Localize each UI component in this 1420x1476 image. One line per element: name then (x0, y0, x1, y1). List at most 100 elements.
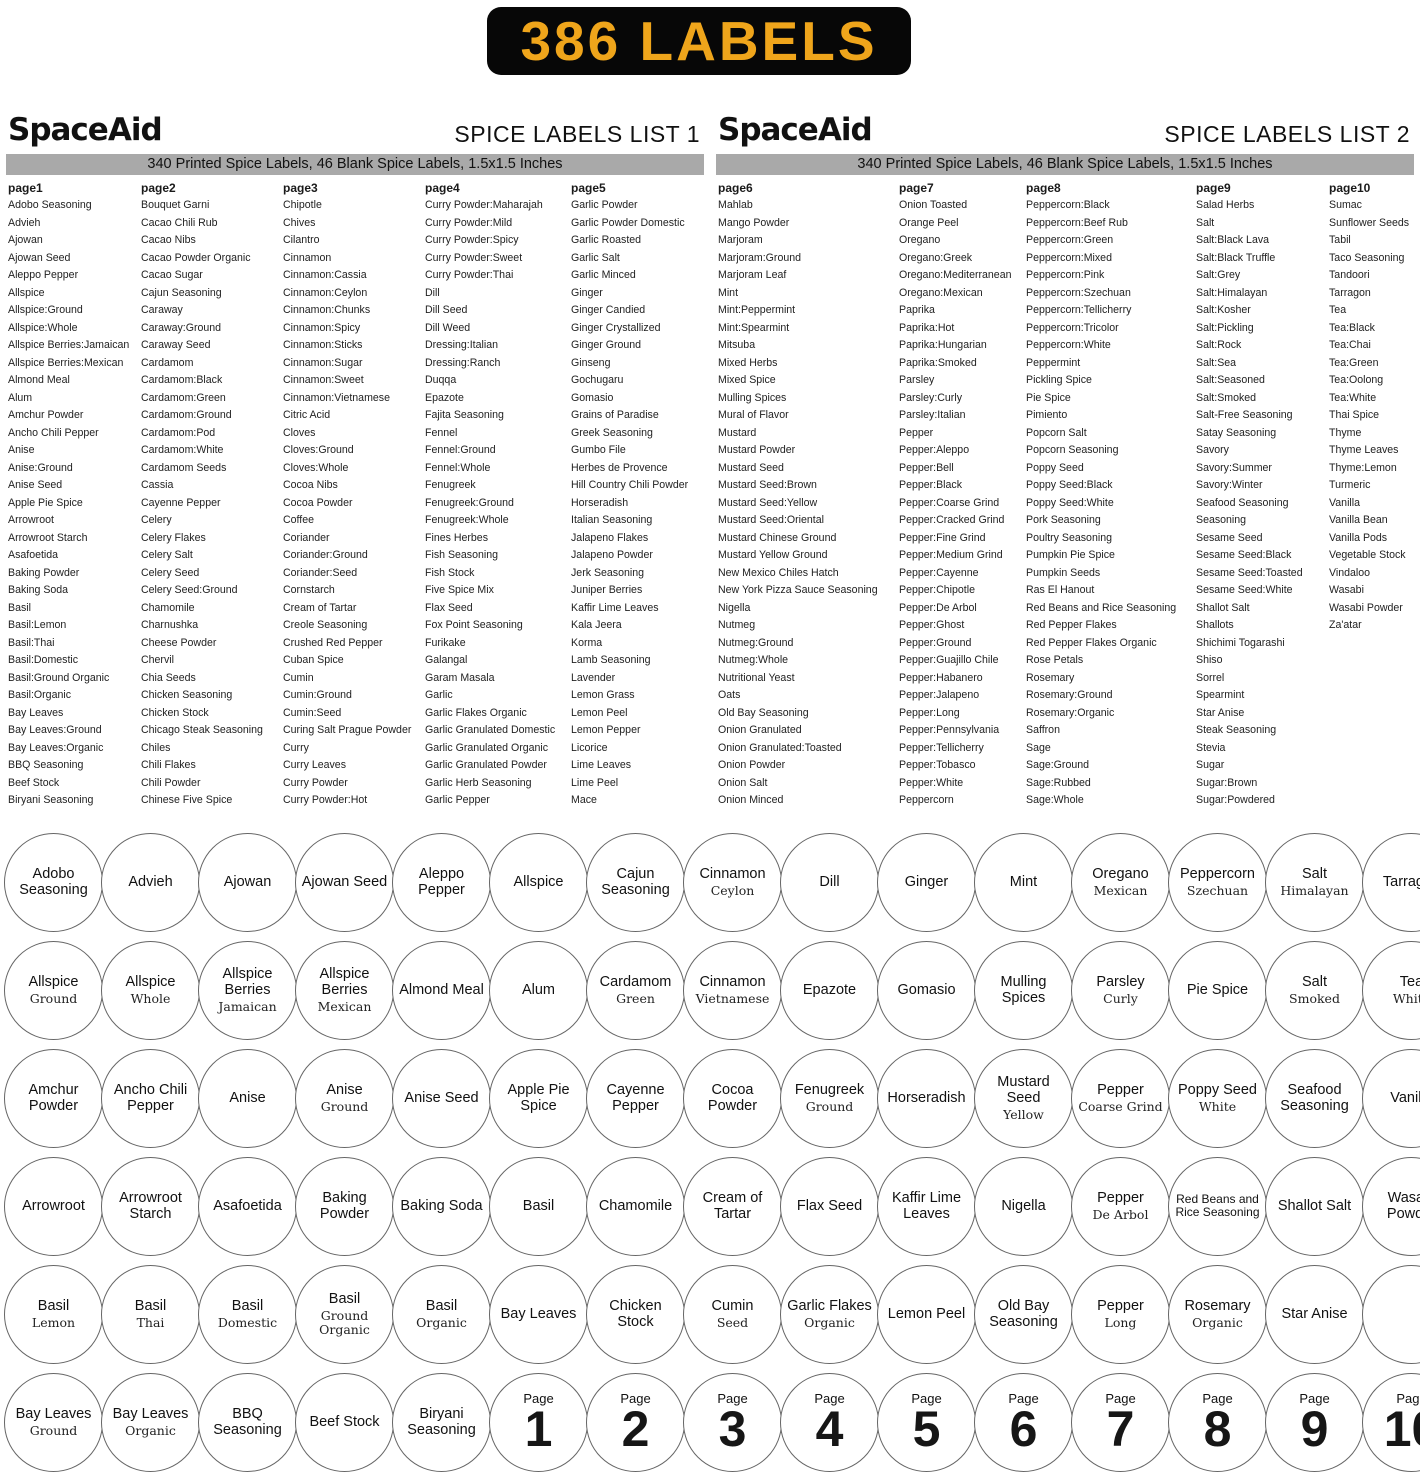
page-word: Page (1396, 1391, 1420, 1406)
spice-list-item: Caraway (141, 304, 183, 316)
spice-list-item: New Mexico Chiles Hatch (718, 566, 839, 579)
spice-label-circle: Bay Leaves (489, 1264, 588, 1364)
spice-list-item: Cardamom:Green (141, 391, 226, 404)
spice-label-circle: Anise Seed (392, 1048, 491, 1148)
page-number: 10 (1383, 1401, 1420, 1457)
spice-label-variant: Ground (29, 991, 78, 1007)
spice-list-item: Mustard (718, 426, 757, 439)
spice-list-item: Satay Seasoning (1196, 426, 1277, 439)
spice-label-circle: Tarragon (1362, 832, 1420, 932)
list-2-subtitle-bar: 340 Printed Spice Labels, 46 Blank Spice… (716, 154, 1414, 175)
spice-list-item: Pepper:Pennsylvania (899, 724, 1000, 736)
spice-label-variant: Smoked (1289, 991, 1340, 1007)
spice-label-circle: Cocoa Powder (683, 1048, 782, 1148)
spice-list-item: Salt:Seasoned (1196, 374, 1265, 386)
spice-list-item: Salt:Grey (1196, 269, 1241, 281)
spice-list-item: Turmeric (1329, 479, 1371, 491)
spice-label-circle: Seafood Seasoning (1265, 1048, 1364, 1148)
spice-list-column-page1: page1 Adobo Seasoning Advieh Ajowan Ajowan S… (8, 179, 141, 810)
page-word: Page (620, 1391, 651, 1406)
spice-label-title: Pie Spice (1186, 981, 1249, 998)
spice-label-variant: Himalayan (1280, 883, 1349, 899)
page-number-circle: Page 3 (683, 1372, 782, 1472)
spice-list-item: Onion Granulated (718, 724, 802, 736)
spice-label-circle: Basil (489, 1156, 588, 1256)
spice-list-item: Beef Stock (8, 776, 60, 789)
spice-list-item: Basil:Domestic (8, 654, 79, 666)
spice-list-item: Grains of Paradise (571, 409, 659, 421)
spice-list-item: BBQ Seasoning (8, 759, 84, 771)
spice-list-item: Korma (571, 636, 603, 649)
spice-list-item: Cumin (283, 671, 314, 684)
spice-label-circle: Basil Thai (101, 1264, 200, 1364)
spice-list-item: Garlic Herb Seasoning (425, 776, 532, 789)
spice-list-item: Shiso (1196, 654, 1223, 666)
spice-list-item: Parsley:Curly (899, 391, 962, 404)
spice-label-title: Epazote (802, 981, 857, 998)
spice-list-item: Ras El Hanout (1026, 584, 1095, 596)
spice-label-title: Red Beans and Rice Seasoning (1175, 1191, 1260, 1219)
spice-label-circle: Basil Organic (392, 1264, 491, 1364)
spice-list-item: Garlic Pepper (425, 794, 490, 806)
spice-list-item: New York Pizza Sauce Seasoning (718, 584, 878, 596)
spice-label-circle: Allspice Ground (4, 940, 103, 1040)
spice-label-title: Aleppo Pepper (418, 865, 465, 898)
spice-label-variant: Mexican (1093, 883, 1148, 899)
spice-list-item: Licorice (571, 741, 608, 754)
spice-list-item: Parsley:Italian (899, 409, 966, 421)
spice-label-circle: Peppercorn Szechuan (1168, 832, 1267, 932)
spice-list-item: Paprika:Smoked (899, 356, 977, 369)
page-number-circle: Page 4 (780, 1372, 879, 1472)
spice-list-item: Chives (283, 216, 316, 229)
spice-list-item: Pepper:Chipotle (899, 584, 975, 596)
spice-list-item: Horseradish (571, 496, 629, 509)
spice-list-item: Allspice Berries:Jamaican (8, 339, 130, 351)
spice-label-title: Cumin (711, 1298, 754, 1314)
spice-list-item: Nutmeg:Ground (718, 636, 794, 649)
spice-list-item: Savory (1196, 444, 1229, 456)
spice-list-item: Basil:Lemon (8, 619, 67, 631)
spice-list-column-page9: page9 Salad Herbs Salt Salt:Black Lava Salt:… (1196, 179, 1329, 810)
spice-label-circle: Pie Spice (1168, 940, 1267, 1040)
spice-label-circle: Advieh (101, 832, 200, 932)
spice-list-item: Cayenne Pepper (141, 496, 221, 509)
spice-list-item: Cardamom:Pod (141, 426, 216, 439)
spice-list-item: Sumac (1329, 199, 1362, 211)
spice-label-circle: Ginger (877, 832, 976, 932)
spice-list-item: Advieh (8, 216, 41, 229)
spice-label-title: Bay Leaves (500, 1305, 577, 1322)
spice-list-item: Garlic Powder (571, 199, 638, 211)
spice-list-item: Fish Seasoning (425, 549, 499, 561)
spice-label-title: Allspice (513, 873, 564, 890)
spice-list-item: Pepper:Bell (899, 461, 954, 474)
spice-label-title: Pepper (1097, 1082, 1144, 1098)
spice-label-circle: Arrowroot (4, 1156, 103, 1256)
spice-list-item: Wasabi (1329, 584, 1364, 596)
spice-label-title: Amchur Powder (28, 1081, 79, 1114)
spice-list-item: Pepper:Medium Grind (899, 549, 1003, 561)
spice-list-item: Garlic Granulated Powder (425, 759, 547, 771)
spice-list-item: Mint:Spearmint (718, 321, 790, 334)
spice-label-variant: Organic (1192, 1315, 1243, 1331)
spice-list-item: Pepper:De Arbol (899, 601, 977, 614)
spice-label-circle: Mustard Seed Yellow (974, 1048, 1073, 1148)
spice-list-item: Coriander:Ground (283, 549, 368, 561)
spice-label-circle: Cinnamon Vietnamese (683, 940, 782, 1040)
spice-list-item: Marjoram:Ground (718, 251, 802, 264)
spice-list-item: Greek Seasoning (571, 426, 653, 439)
spice-list-column-page7: page7 Onion Toasted Orange Peel Oregano Oreg… (899, 179, 1026, 810)
spice-list-item: Chicken Seasoning (141, 689, 233, 701)
spice-list-item: Mustard Chinese Ground (718, 531, 837, 544)
spice-list-item: Garlic Granulated Organic (425, 741, 549, 754)
spice-list-item: Pepper:Ghost (899, 619, 965, 631)
spice-label-circle: Cumin Seed (683, 1264, 782, 1364)
spice-label-title: Poppy Seed (1177, 1082, 1257, 1098)
spice-label-circle: Pepper De Arbol (1071, 1156, 1170, 1256)
spice-list-item: Rosemary:Organic (1026, 706, 1115, 719)
spice-list-item: Pepper:Cracked Grind (899, 514, 1005, 526)
spice-list-item: Chipotle (283, 199, 322, 211)
spice-list-item: Fajita Seasoning (425, 409, 504, 421)
spice-list-item: Peppercorn:Black (1026, 199, 1110, 211)
spice-list-item: Kaffir Lime Leaves (571, 601, 659, 614)
spice-label-title: Tea (1399, 974, 1420, 990)
